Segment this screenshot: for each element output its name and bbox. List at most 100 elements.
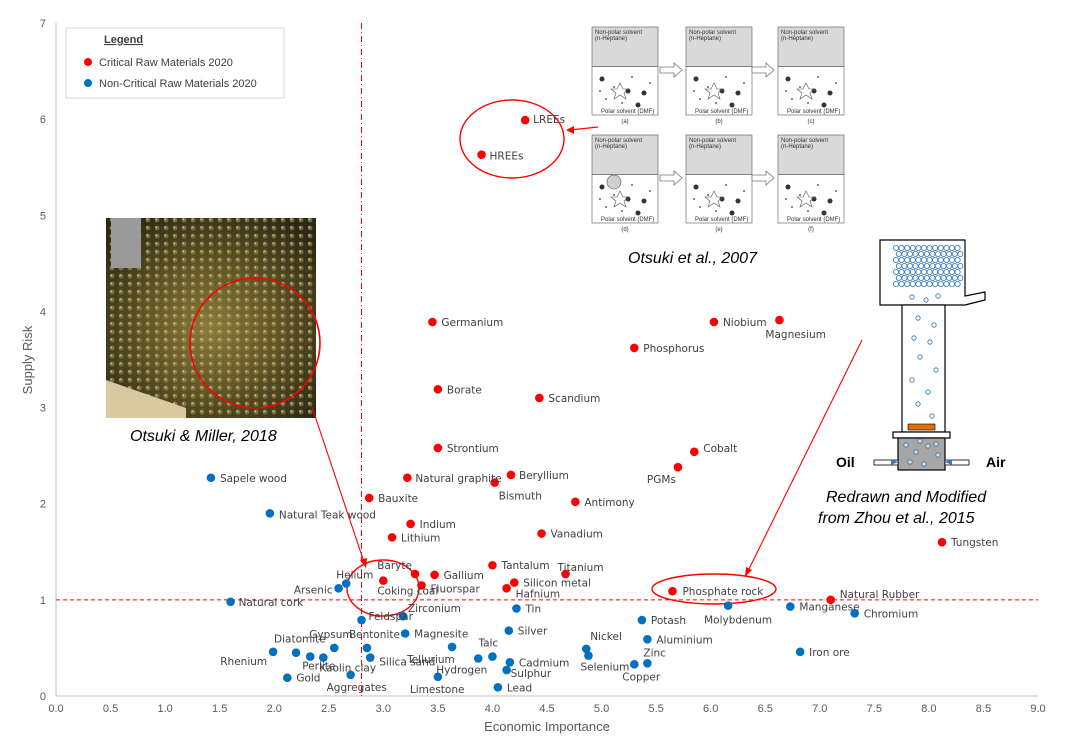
data-point (417, 581, 426, 590)
particle (605, 206, 607, 208)
data-point (537, 529, 546, 538)
x-tick-label: 9.0 (1030, 703, 1045, 715)
froth-bubble (904, 256, 911, 263)
froth-bubble (915, 268, 922, 275)
froth-bubble (909, 280, 916, 287)
data-point (775, 315, 784, 325)
particle (707, 194, 709, 196)
particle (613, 86, 615, 88)
particle (735, 90, 741, 96)
air-inlet-pipe (944, 459, 970, 466)
data-point (433, 672, 443, 682)
rees-highlight-ellipse (459, 99, 565, 179)
polar-label: Polar solvent (DMF) (601, 109, 654, 115)
x-tick-label: 3.5 (430, 703, 445, 715)
particle (631, 76, 633, 78)
x-tick-label: 0.5 (103, 703, 118, 715)
particle (641, 198, 647, 204)
froth-bubble (918, 262, 925, 269)
y-tick-label: 4 (40, 306, 46, 318)
froth-bubble (929, 250, 936, 257)
data-point-label: Perlite (302, 661, 335, 673)
photo-highlight-circle (189, 277, 321, 409)
particle (725, 76, 727, 78)
froth-bubble (893, 268, 900, 275)
particle (811, 88, 817, 94)
particle (649, 82, 651, 84)
froth-bubble (921, 268, 928, 275)
data-point (379, 576, 388, 585)
x-tick-label: 1.0 (157, 703, 172, 715)
particle (817, 184, 819, 186)
froth-bubble (951, 262, 958, 269)
particle (785, 198, 787, 200)
data-point-label: Natural graphite (415, 473, 501, 485)
data-point-label: Zinc (643, 647, 666, 659)
data-point (504, 626, 514, 635)
x-tick-label: 2.0 (267, 703, 282, 715)
data-point-label: Iron ore (809, 647, 850, 659)
froth-bubble (929, 274, 936, 281)
data-point-label: Rhenium (220, 656, 267, 668)
x-tick-label: 5.5 (648, 703, 663, 715)
froth-bubble (926, 244, 933, 251)
data-point-label: Niobium (723, 317, 767, 329)
data-points (206, 115, 947, 692)
froth-bubble (909, 256, 916, 263)
rising-bubble (925, 389, 931, 395)
polar-layer (777, 66, 845, 116)
particle (715, 210, 717, 212)
droplet (606, 174, 622, 190)
caption-otsuki-2007: Otsuki et al., 2007 (628, 250, 758, 267)
data-point (668, 586, 677, 596)
y-tick-label: 2 (40, 499, 46, 511)
particle (821, 210, 827, 216)
x-tick-label: 7.0 (812, 703, 827, 715)
particle (785, 90, 787, 92)
legend-box (65, 27, 285, 99)
data-point (433, 443, 443, 453)
data-point (283, 673, 292, 683)
particle (743, 82, 745, 84)
photo-to-coking-arrowhead (360, 558, 367, 568)
data-point-label: Antimony (584, 497, 634, 509)
data-point-label: Silica sand (379, 657, 435, 669)
process-arrow (659, 170, 683, 186)
data-point (265, 509, 275, 518)
data-point (488, 560, 497, 570)
data-point (433, 385, 443, 394)
froth-bubble (898, 280, 905, 287)
froth-bubble (949, 244, 956, 251)
froth-bubble (940, 262, 947, 269)
particle (785, 184, 791, 190)
rising-bubble (931, 322, 937, 328)
column-sparger-top (907, 423, 936, 431)
legend-label-critical: Critical Raw Materials 2020 (99, 57, 233, 69)
photo-impeller-shaft (111, 218, 141, 268)
data-point-label: Sapele wood (220, 473, 287, 485)
froth-bubble (957, 274, 964, 281)
data-point (447, 642, 457, 652)
nonpolar-layer (591, 26, 659, 67)
froth-bubble (912, 250, 919, 257)
froth-bubble (926, 280, 933, 287)
data-point-label: Feldspar (369, 611, 414, 623)
particle (613, 194, 615, 196)
froth-bubble (904, 244, 911, 251)
process-arrow (751, 62, 775, 78)
data-point-label: Cobalt (703, 443, 737, 455)
froth-bubble (937, 244, 944, 251)
froth-bubble (915, 256, 922, 263)
panel-label: (b) (715, 119, 722, 125)
legend: Legend Critical Raw Materials 2020 Non-C… (65, 27, 285, 99)
froth-bubble (893, 244, 900, 251)
data-point (512, 604, 521, 613)
data-point-label: Copper (622, 671, 661, 683)
data-point-label: Manganese (799, 602, 859, 614)
froth-bubble (909, 268, 916, 275)
polar-label: Polar solvent (DMF) (787, 217, 840, 223)
caption-zhou-line1: Redrawn and Modified (826, 489, 987, 506)
nonpolar-label: Non-polar solvent (595, 138, 642, 144)
froth-bubble (898, 256, 905, 263)
y-axis-label: Supply Risk (20, 325, 35, 394)
